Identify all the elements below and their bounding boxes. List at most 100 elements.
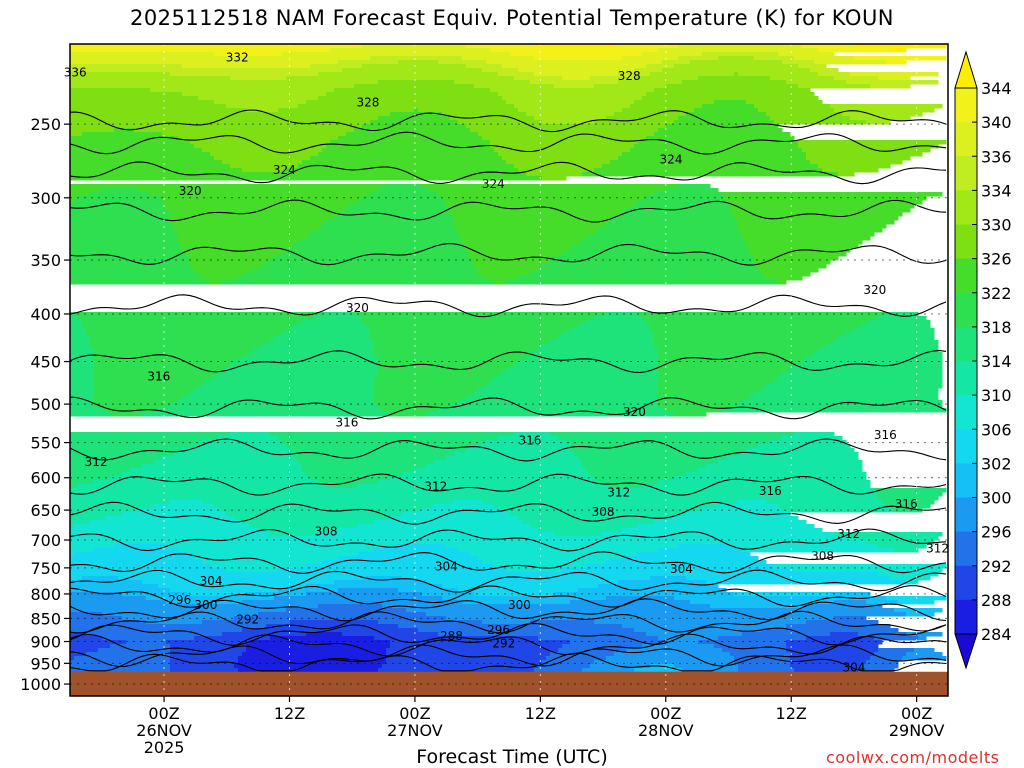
field-cell xyxy=(266,260,475,265)
field-cell xyxy=(454,220,611,225)
field-cell xyxy=(162,456,295,461)
field-cell xyxy=(70,620,147,625)
field-cell xyxy=(70,64,183,69)
field-cell xyxy=(122,616,235,621)
contour-line xyxy=(70,473,947,496)
field-cell xyxy=(490,144,635,149)
field-cell xyxy=(842,112,923,117)
field-cell xyxy=(482,620,531,625)
field-cell xyxy=(170,656,239,661)
field-cell xyxy=(614,112,687,117)
field-cell xyxy=(642,644,715,649)
field-cell xyxy=(530,620,595,625)
field-cell xyxy=(338,588,399,593)
field-cell xyxy=(294,324,367,329)
field-cell xyxy=(582,464,707,469)
field-cell xyxy=(642,52,703,57)
x-tick-label: 28NOV xyxy=(638,721,694,740)
field-cell xyxy=(94,400,179,405)
field-cell xyxy=(430,188,667,193)
field-cell xyxy=(498,436,559,441)
field-cell xyxy=(666,640,699,645)
field-cell xyxy=(70,588,171,593)
y-tick-label: 950 xyxy=(30,654,61,673)
field-cell xyxy=(318,152,499,157)
field-cell xyxy=(750,252,847,257)
field-cell xyxy=(378,360,519,365)
field-cell xyxy=(82,132,163,137)
x-tick-label: 26NOV xyxy=(136,721,192,740)
field-cell xyxy=(462,56,535,61)
field-cell xyxy=(642,96,819,101)
field-cell xyxy=(270,340,375,345)
field-cell xyxy=(678,184,711,189)
contour-label: 304 xyxy=(842,661,865,675)
field-cell xyxy=(70,344,91,349)
field-cell xyxy=(170,648,247,653)
colorbar-label: 292 xyxy=(981,557,1012,576)
contour-label: 324 xyxy=(482,177,505,191)
field-cell xyxy=(894,608,943,613)
field-cell xyxy=(70,200,75,205)
field-cell xyxy=(550,432,795,437)
field-cell xyxy=(70,156,215,161)
field-cell xyxy=(138,188,379,193)
field-cell xyxy=(594,168,823,173)
field-cell xyxy=(382,664,539,669)
field-cell xyxy=(222,632,307,637)
field-cell xyxy=(70,508,139,513)
field-cell xyxy=(270,636,375,641)
field-cell xyxy=(886,504,931,509)
field-cell xyxy=(170,588,279,593)
colorbar-segment xyxy=(955,565,977,601)
field-cell xyxy=(70,540,867,545)
field-cell xyxy=(70,84,355,89)
field-cell xyxy=(338,212,451,217)
field-cell xyxy=(646,64,675,69)
field-cell xyxy=(226,368,379,373)
contour-label: 320 xyxy=(623,405,646,419)
field-cell xyxy=(318,604,383,609)
field-cell xyxy=(582,172,839,177)
field-cell xyxy=(158,584,307,589)
field-cell xyxy=(582,240,747,245)
field-cell xyxy=(70,496,879,501)
field-cell xyxy=(70,648,99,653)
field-cell xyxy=(174,228,319,233)
field-cell xyxy=(278,108,415,113)
field-cell xyxy=(86,332,283,337)
field-cell xyxy=(474,592,555,597)
field-cell xyxy=(302,320,363,325)
field-cell xyxy=(658,380,775,385)
contour-line xyxy=(70,438,947,462)
field-cell xyxy=(278,568,507,573)
field-cell xyxy=(770,440,847,445)
field-cell xyxy=(514,432,551,437)
field-cell xyxy=(758,444,851,449)
field-cell xyxy=(658,396,751,401)
field-cell xyxy=(70,432,231,437)
field-cell xyxy=(690,60,783,65)
field-cell xyxy=(182,248,287,253)
field-cell xyxy=(162,196,363,201)
field-cell xyxy=(634,100,715,105)
field-cell xyxy=(730,652,791,657)
contour-label: 300 xyxy=(194,598,217,612)
field-cell xyxy=(602,164,819,169)
x-tick-label: 00Z xyxy=(650,704,681,723)
field-cell xyxy=(686,512,791,517)
field-cell xyxy=(286,608,407,613)
field-cell xyxy=(342,632,439,637)
contour-label: 320 xyxy=(863,283,886,297)
colorbar-segment xyxy=(955,326,977,362)
field-cell xyxy=(822,168,879,173)
field-cell xyxy=(386,648,559,653)
field-cell xyxy=(742,548,895,553)
field-cell xyxy=(70,488,875,493)
field-cell xyxy=(590,472,687,477)
field-cell xyxy=(70,348,95,353)
field-cell xyxy=(658,372,783,377)
field-cell xyxy=(398,544,447,549)
contour-line xyxy=(70,396,947,420)
contour-label: 296 xyxy=(487,623,510,637)
